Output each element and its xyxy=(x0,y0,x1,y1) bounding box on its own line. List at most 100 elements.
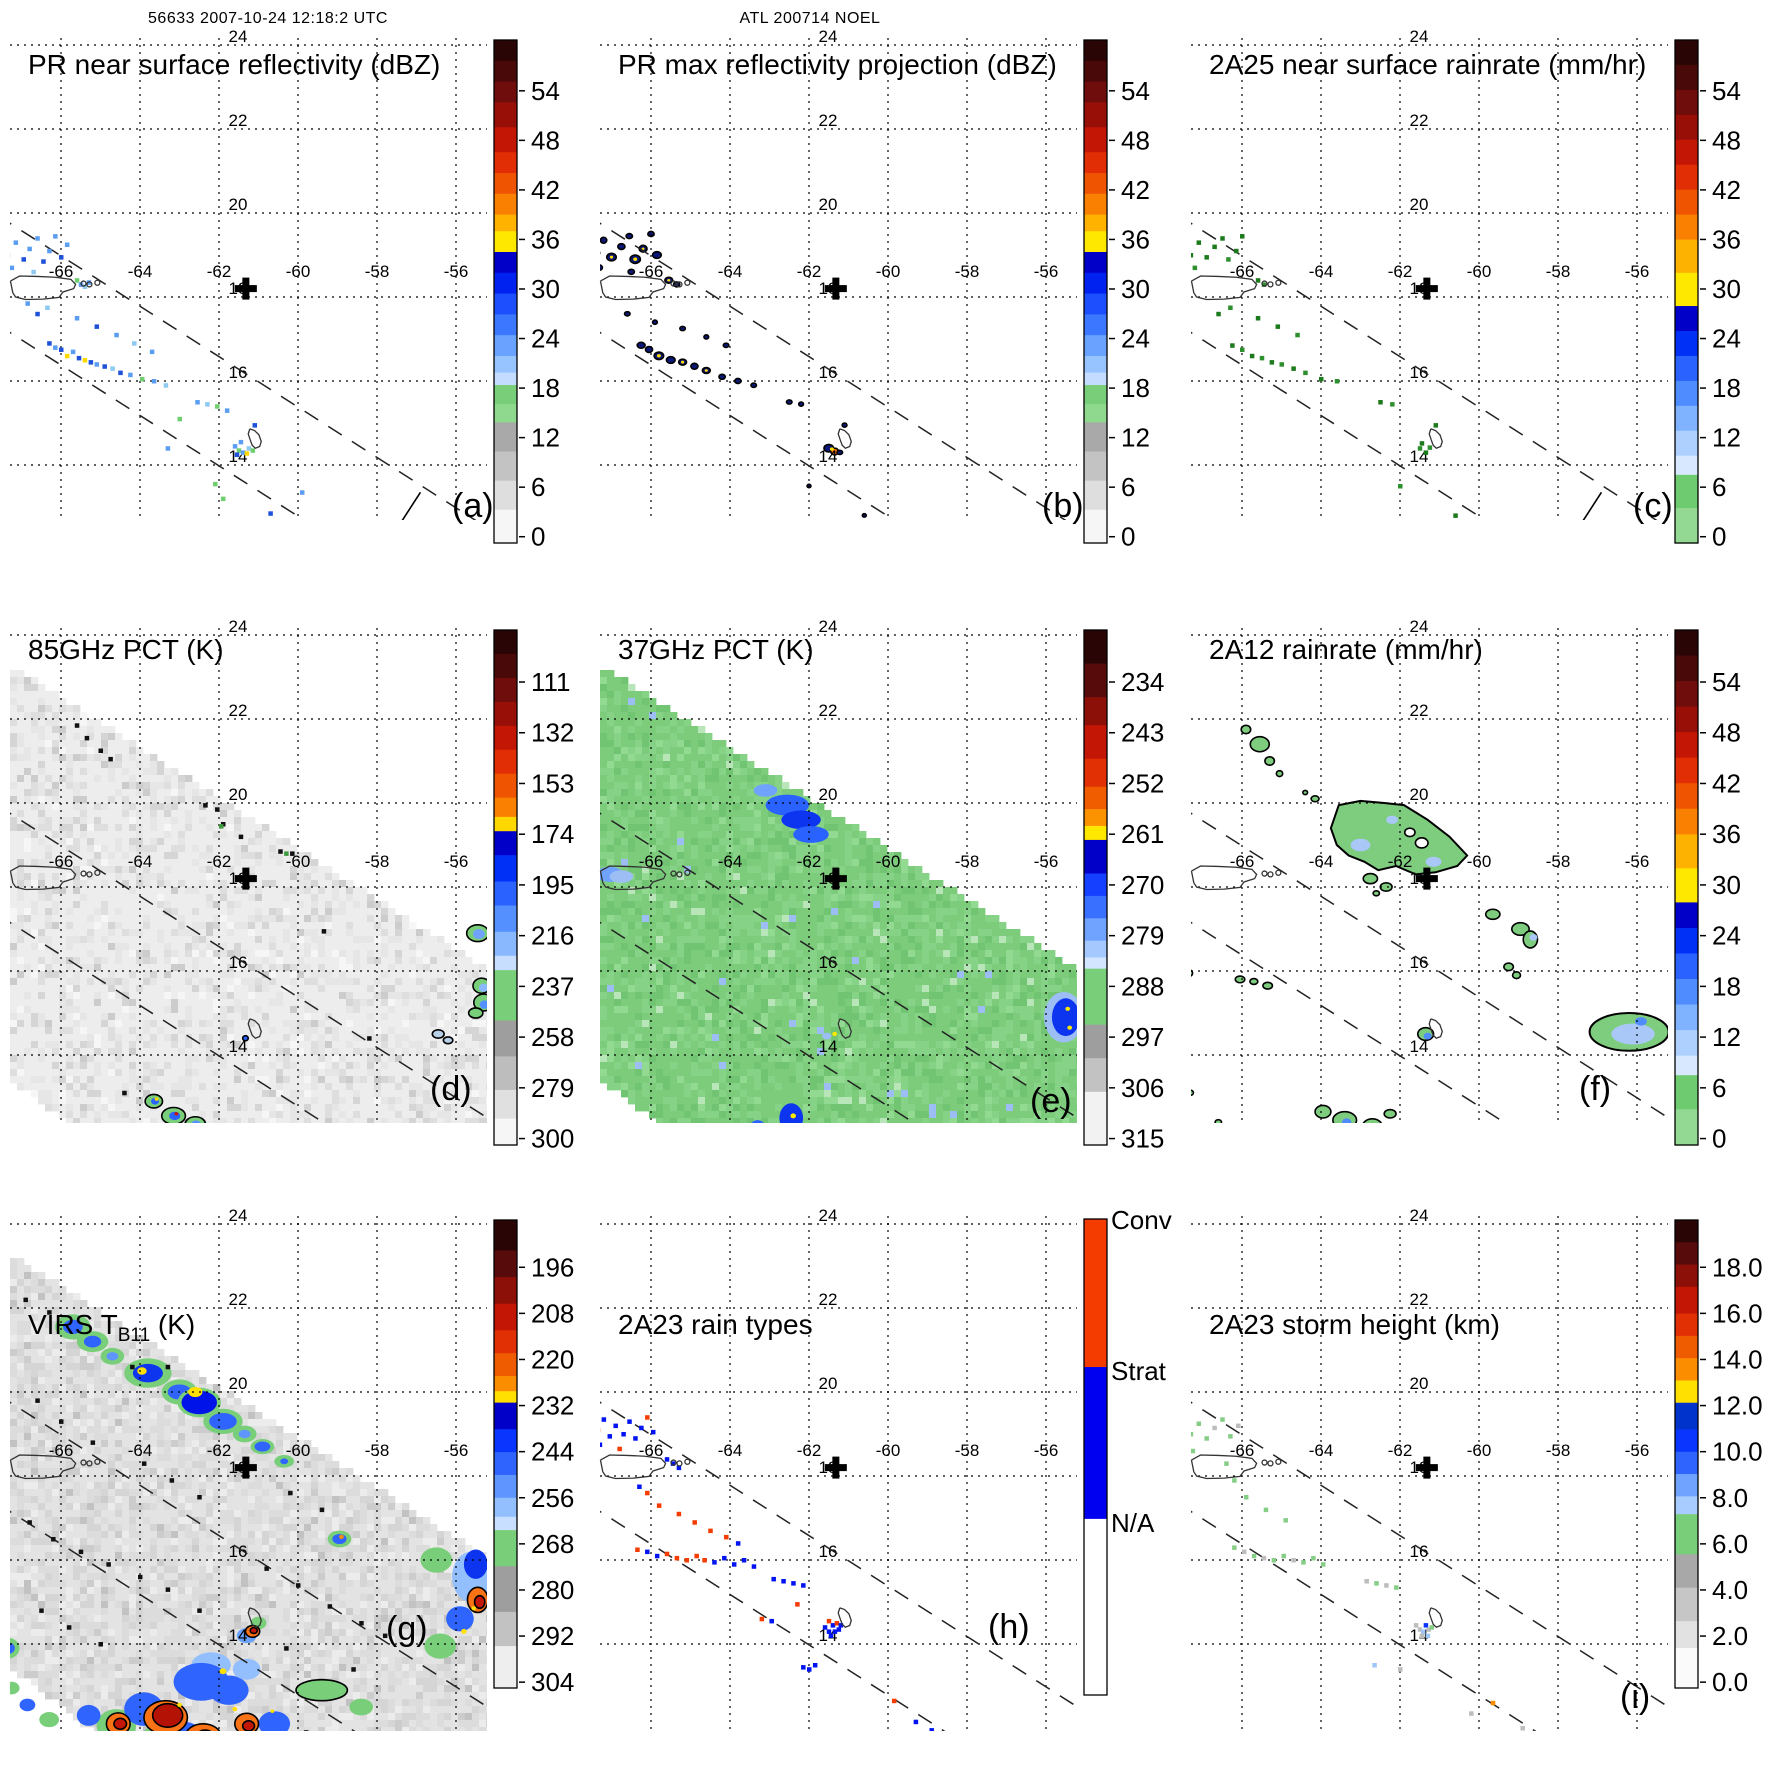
colorbar-tick-label: 220 xyxy=(531,1344,574,1374)
coastlines xyxy=(1190,1454,1443,1628)
colorbar-tick-label: 12 xyxy=(531,423,560,453)
colorbar-tick-label: 14.0 xyxy=(1712,1344,1763,1374)
swath-end-marker xyxy=(1582,491,1603,520)
panel-letter-a: (a) xyxy=(452,487,494,525)
colorbar-tick-label: 258 xyxy=(531,1022,574,1052)
lat-tick-label: 24 xyxy=(228,27,247,46)
colorbar-tick-label: 268 xyxy=(531,1529,574,1559)
lon-tick-label: -66 xyxy=(49,852,74,871)
storm-center-marker xyxy=(824,867,847,890)
lat-tick-label: 24 xyxy=(1409,1206,1428,1225)
lon-tick-label: -58 xyxy=(1546,852,1571,871)
lon-tick-label: -62 xyxy=(207,852,232,871)
lon-tick-label: -56 xyxy=(444,1441,469,1460)
coastlines xyxy=(599,865,852,1039)
colorbar-tick-label: 232 xyxy=(531,1391,574,1421)
lat-tick-label: 16 xyxy=(228,363,247,382)
panel-letter-b: (b) xyxy=(1042,487,1084,525)
lat-tick-label: 20 xyxy=(228,1374,247,1393)
header-storm-id: ATL 200714 NOEL xyxy=(739,10,881,27)
storm-center-marker xyxy=(824,1456,847,1479)
colorbar-tick-label: 6.0 xyxy=(1712,1529,1748,1559)
lat-tick-label: 14 xyxy=(818,1626,837,1645)
lon-tick-label: -62 xyxy=(1388,1441,1413,1460)
puerto-rico-outline xyxy=(1190,865,1258,891)
martinique-outline xyxy=(1428,428,1443,449)
colorbar-tick-label: 48 xyxy=(531,125,560,155)
colorbar-f: 54 48 42 36 30 24 18 12 6 0 xyxy=(1674,629,1741,1154)
lon-tick-label: -66 xyxy=(1230,262,1255,281)
lat-tick-label: 24 xyxy=(228,1206,247,1225)
lon-tick-label: -62 xyxy=(797,1441,822,1460)
lat-tick-label: 22 xyxy=(1409,111,1428,130)
martinique-outline xyxy=(1428,1607,1443,1628)
colorbar-tick-label: 216 xyxy=(531,921,574,951)
colorbar-tick-label: 8.0 xyxy=(1712,1483,1748,1513)
lon-tick-label: -58 xyxy=(365,852,390,871)
martinique-outline xyxy=(247,1018,262,1039)
panel-f: 24 22 20 18 16 14 -66 -64 -62 -60 -58 -56 (f) 2A12 ra… xyxy=(1190,617,1741,1154)
panel-e-field xyxy=(600,670,1077,1123)
colorbar-tick-label: 48 xyxy=(1712,125,1741,155)
martinique-outline xyxy=(837,428,852,449)
colorbar-tick-label: 208 xyxy=(531,1298,574,1328)
lat-tick-label: 24 xyxy=(818,27,837,46)
colorbar-h: Conv Strat N/A xyxy=(1083,1205,1172,1696)
panel-i: 242220181614-66-64-62-60-58-56(i)2A23 st… xyxy=(1190,1206,1763,1731)
panel-letter-e: (e) xyxy=(1030,1082,1072,1120)
panel-title-d: 85GHz PCT (K) xyxy=(28,634,224,665)
colorbar-tick-label: 304 xyxy=(531,1667,574,1697)
panel-d-field xyxy=(10,670,487,1123)
panel-title-f: 2A12 rainrate (mm/hr) xyxy=(1209,634,1483,665)
lon-tick-label: -58 xyxy=(955,262,980,281)
lat-tick-label: 16 xyxy=(228,1542,247,1561)
panel-g-overlay xyxy=(10,1297,487,1731)
panel-letter-c: (c) xyxy=(1633,487,1673,525)
storm-center-marker xyxy=(234,1456,257,1479)
lat-tick-label: 20 xyxy=(1409,785,1428,804)
colorbar-tick-label: 0 xyxy=(531,522,545,552)
coastlines xyxy=(9,865,262,1039)
colorbar-tick-label: 300 xyxy=(531,1124,574,1154)
panel-letter-f: (f) xyxy=(1579,1070,1611,1108)
colorbar-tick-label: 0 xyxy=(1121,522,1135,552)
colorbar-tick-label: 279 xyxy=(531,1073,574,1103)
storm-center-marker xyxy=(1415,1456,1438,1479)
colorbar-tick-label: 12.0 xyxy=(1712,1391,1763,1421)
panel-g-grid: 242220181614-66-64-62-60-58-56 xyxy=(10,1206,487,1731)
lon-tick-label: -62 xyxy=(207,262,232,281)
lon-tick-label: -56 xyxy=(1034,262,1059,281)
lon-tick-label: -60 xyxy=(1467,852,1492,871)
lon-tick-label: -66 xyxy=(1230,1441,1255,1460)
panel-title-c: 2A25 near surface rainrate (mm/hr) xyxy=(1209,49,1646,80)
colorbar-tick-label: 292 xyxy=(531,1621,574,1651)
header-orbit-timestamp: 56633 2007-10-24 12:18:2 UTC xyxy=(148,10,388,27)
colorbar-tick-label: 30 xyxy=(1121,274,1150,304)
panel-h-overlay xyxy=(600,1401,1077,1731)
colorbar-tick-label: 16.0 xyxy=(1712,1298,1763,1328)
colorbar-tick-label: 30 xyxy=(1712,870,1741,900)
panel-e: 242220181614-66-64-62-60-58-56(e)37GHz P… xyxy=(599,617,1164,1154)
panel-b: 24 22 20 18 16 14 -66 -64 -62 -60 -58 -56 (b) PR max … xyxy=(599,27,1150,552)
lat-tick-label: 14 xyxy=(818,1037,837,1056)
colorbar-tick-label: 237 xyxy=(531,971,574,1001)
colorbar-tick-label: 252 xyxy=(1121,768,1164,798)
puerto-rico-outline xyxy=(9,1454,77,1480)
lon-tick-label: -64 xyxy=(718,1441,743,1460)
colorbar-tick-label: 12 xyxy=(1121,423,1150,453)
colorbar-tick-label: 6 xyxy=(1712,472,1726,502)
colorbar-tick-label: 132 xyxy=(531,718,574,748)
lat-tick-label: 22 xyxy=(228,111,247,130)
colorbar-tick-label: 18 xyxy=(1712,971,1741,1001)
lat-tick-label: 16 xyxy=(228,953,247,972)
lat-tick-label: 20 xyxy=(1409,1374,1428,1393)
lon-tick-label: -56 xyxy=(444,262,469,281)
panel-a-overlay xyxy=(10,222,477,520)
lon-tick-label: -66 xyxy=(1230,852,1255,871)
colorbar-tick-label: 18.0 xyxy=(1712,1252,1763,1282)
puerto-rico-outline xyxy=(599,1454,667,1480)
panel-title-i: 2A23 storm height (km) xyxy=(1209,1309,1500,1340)
lat-tick-label: 16 xyxy=(818,953,837,972)
lat-tick-label: 24 xyxy=(228,617,247,636)
